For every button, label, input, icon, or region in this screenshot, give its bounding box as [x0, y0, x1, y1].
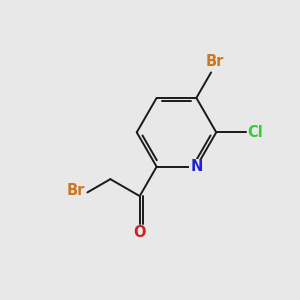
Text: N: N — [190, 159, 202, 174]
Text: Cl: Cl — [247, 125, 263, 140]
Text: Br: Br — [67, 183, 86, 198]
Text: Br: Br — [206, 54, 224, 69]
Text: O: O — [134, 225, 146, 240]
